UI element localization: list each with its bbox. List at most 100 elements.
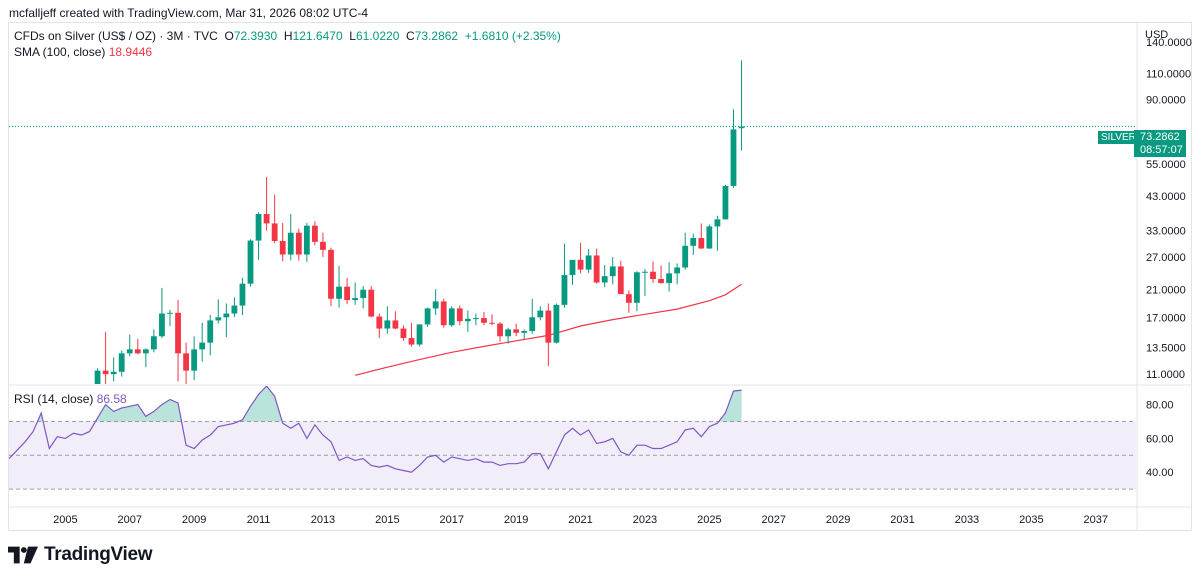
- candle: [609, 256, 616, 285]
- candle: [175, 300, 181, 382]
- rsi-overbought-fill: [718, 390, 742, 422]
- candle-body: [440, 301, 447, 326]
- candle-body: [320, 241, 326, 250]
- candle-body: [400, 328, 407, 339]
- candle-body: [561, 275, 568, 305]
- bar-countdown: 08:57:07: [1140, 144, 1183, 156]
- candle: [577, 242, 584, 274]
- rsi-legend[interactable]: RSI (14, close) 86.58: [14, 392, 127, 406]
- candle-body: [738, 126, 745, 129]
- candle: [634, 271, 640, 312]
- time-tick-label: 2019: [504, 514, 528, 526]
- candle: [617, 260, 624, 295]
- chart-frame: [8, 22, 1192, 531]
- candle: [376, 313, 383, 339]
- candle-body: [537, 310, 544, 318]
- candle-body: [553, 304, 560, 343]
- candle-body: [263, 214, 270, 224]
- candle: [328, 247, 334, 307]
- chart-credit: mcfalljeff created with TradingView.com,…: [9, 6, 369, 20]
- candle: [167, 309, 173, 327]
- candle: [690, 233, 697, 255]
- candle: [159, 287, 165, 339]
- rsi-line: [9, 386, 742, 473]
- candle-body: [368, 289, 375, 317]
- candle: [666, 262, 672, 292]
- price-tick-label: 90.0000: [1146, 95, 1186, 107]
- time-tick-label: 2009: [182, 514, 206, 526]
- candle: [497, 322, 503, 342]
- tradingview-logo[interactable]: TradingView: [8, 544, 153, 566]
- candle: [191, 336, 198, 381]
- price-tick-label: 55.0000: [1146, 159, 1186, 171]
- candle: [448, 306, 455, 327]
- candle-body: [231, 305, 238, 314]
- candle: [263, 176, 270, 231]
- candle-body: [215, 317, 222, 321]
- low-label: L: [349, 29, 356, 43]
- tradingview-logo-text: TradingView: [44, 544, 153, 565]
- candle: [94, 368, 101, 384]
- price-tick-label: 33.0000: [1146, 226, 1186, 238]
- close-label: C: [406, 29, 415, 43]
- candle-body: [126, 349, 133, 354]
- candle: [730, 109, 737, 188]
- candle-body: [303, 225, 310, 255]
- price-tick-label: 27.0000: [1146, 252, 1186, 264]
- candle-body: [521, 331, 528, 333]
- candle-body: [714, 219, 721, 227]
- currency-label[interactable]: USD: [1145, 29, 1169, 41]
- candle: [545, 303, 552, 367]
- candle: [151, 329, 157, 353]
- candle: [529, 298, 536, 334]
- candle-body: [424, 308, 431, 325]
- candle-body: [336, 286, 342, 299]
- sma-value: 18.9446: [108, 45, 153, 59]
- sma-legend[interactable]: SMA (100, close) 18.9446: [14, 45, 152, 59]
- candle-body: [175, 312, 181, 354]
- candle-body: [722, 185, 729, 220]
- open-value: 72.3930: [233, 29, 278, 43]
- candle-body: [481, 318, 487, 323]
- candle: [271, 194, 278, 244]
- candle: [336, 265, 342, 308]
- candle-body: [642, 271, 648, 273]
- candle: [183, 342, 189, 384]
- time-tick-label: 2007: [118, 514, 142, 526]
- candle: [312, 221, 318, 246]
- candle: [722, 184, 729, 220]
- candle: [392, 311, 399, 330]
- candle-body: [625, 294, 632, 303]
- candle-body: [110, 371, 117, 375]
- candle-body: [497, 323, 503, 337]
- candle-body: [207, 320, 214, 343]
- candle-body: [295, 232, 302, 255]
- candle-body: [730, 129, 737, 186]
- candle: [231, 297, 238, 318]
- candle: [424, 307, 431, 327]
- candle: [642, 269, 648, 297]
- candle: [658, 265, 664, 284]
- candle: [102, 331, 109, 384]
- price-tick-label: 13.5000: [1146, 342, 1186, 354]
- candle: [440, 298, 447, 328]
- time-tick-label: 2017: [440, 514, 464, 526]
- candle-body: [159, 313, 165, 337]
- candle: [513, 323, 520, 337]
- candle: [416, 324, 423, 347]
- candle-body: [344, 286, 350, 301]
- candle-body: [360, 289, 367, 299]
- candle-body: [239, 283, 246, 306]
- candle-body: [255, 214, 262, 241]
- candle-body: [376, 316, 383, 329]
- symbol-legend[interactable]: CFDs on Silver (US$ / OZ) · 3M · TVC O72…: [14, 29, 561, 43]
- rsi-overbought-fill: [238, 386, 283, 422]
- candle-body: [167, 312, 173, 314]
- price-tick-label: 110.0000: [1146, 69, 1191, 81]
- candle-body: [271, 223, 278, 242]
- candle-body: [585, 255, 592, 270]
- candle-body: [392, 320, 399, 329]
- last-price-tag: 73.2862 08:57:07: [1134, 130, 1186, 157]
- candle-body: [408, 338, 415, 345]
